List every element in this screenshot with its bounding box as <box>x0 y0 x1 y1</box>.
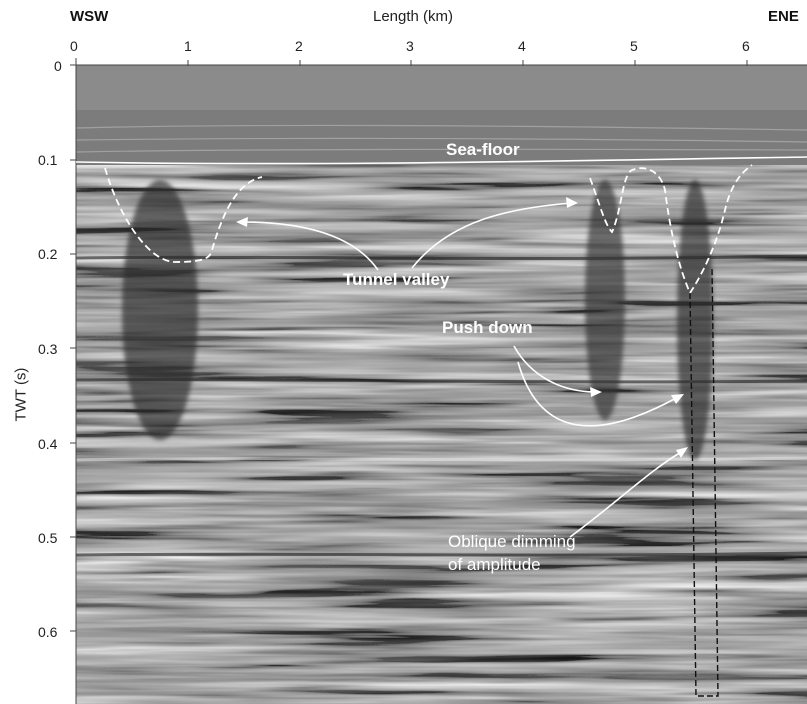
oblique-dimming-label-line1: Oblique dimming <box>448 532 576 551</box>
x-tick-label: 0 <box>70 38 78 54</box>
push-down-label: Push down <box>442 318 533 337</box>
y-tick-label: 0.3 <box>38 341 58 357</box>
x-tick-label: 3 <box>406 38 414 54</box>
x-tick-label: 4 <box>518 38 526 54</box>
direction-left-label: WSW <box>70 8 109 25</box>
y-ticks <box>70 64 76 632</box>
direction-right-label: ENE <box>768 8 799 25</box>
x-tick-label: 6 <box>742 38 750 54</box>
x-tick-label: 1 <box>184 38 192 54</box>
y-tick-label: 0.5 <box>38 530 58 546</box>
x-tick-label: 2 <box>295 38 303 54</box>
y-tick-label: 0.4 <box>38 436 58 452</box>
sea-floor-line <box>75 156 807 165</box>
y-tick-label: 0 <box>54 58 62 74</box>
oblique-dimming-label-line2: of amplitude <box>448 555 541 574</box>
y-tick-label: 0.6 <box>38 624 58 640</box>
y-tick-label: 0.1 <box>38 152 58 168</box>
seismic-image <box>76 65 807 704</box>
oblique-dimming-outline <box>689 267 719 697</box>
arrow-heads <box>236 197 688 458</box>
tunnel-valley-outlines <box>104 164 753 295</box>
x-axis-title: Length (km) <box>373 8 454 25</box>
x-tick-label: 5 <box>630 38 638 54</box>
annotation-arrows <box>241 202 684 538</box>
sea-floor-label: Sea-floor <box>446 140 520 159</box>
plot-frame <box>70 58 807 704</box>
tunnel-valley-label: Tunnel valley <box>343 270 450 289</box>
y-tick-label: 0.2 <box>38 246 58 262</box>
